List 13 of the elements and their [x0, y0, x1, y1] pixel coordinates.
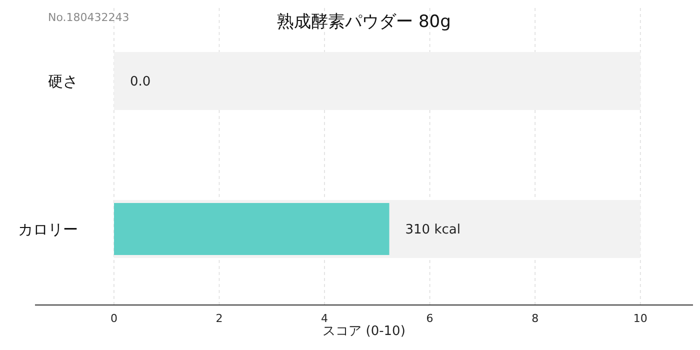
x-tick-label: 6 [426, 312, 434, 325]
x-tick-label: 2 [216, 312, 223, 325]
x-tick-label: 8 [532, 312, 539, 325]
annotation: 310 kcal [405, 222, 460, 238]
annotation: No.180432243 [48, 11, 130, 24]
y-tick-label: 硬さ [48, 72, 78, 90]
data-label: 0.0 [130, 74, 151, 90]
x-axis-title: スコア (0-10) [322, 324, 406, 339]
x-tick-label: 0 [110, 312, 118, 325]
x-tick-label: 4 [321, 312, 328, 325]
y-tick-label: カロリー [18, 220, 78, 238]
x-tick-label: 10 [633, 312, 648, 325]
chart-title: 熟成酵素パウダー 80g [277, 12, 451, 32]
